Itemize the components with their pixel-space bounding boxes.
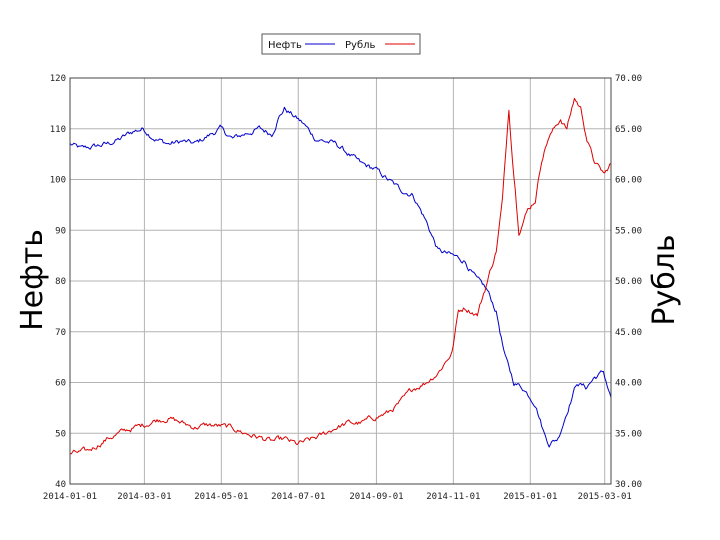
y-ticks-right: 30.00 35.00 40.00 45.00 50.00 55.00 60.00 65.00… xyxy=(615,74,642,490)
y-tick-left-label: 60 xyxy=(55,379,66,389)
x-tick-label: 2014-01-01 xyxy=(43,492,97,502)
y-axis-title-right: Рубль xyxy=(647,234,682,325)
y-tick-left-label: 120 xyxy=(50,74,66,84)
x-tick-label: 2015-03-01 xyxy=(578,492,632,502)
x-ticks: 2014-01-01 2014-03-01 2014-05-01 2014-07-01… xyxy=(43,492,632,502)
y-ticks-left: 40 50 60 70 80 90 100 110 120 xyxy=(50,74,66,490)
series-line-ruble xyxy=(69,97,612,455)
y-tick-left-label: 40 xyxy=(55,480,66,490)
y-tick-right-label: 55.00 xyxy=(615,226,642,236)
y-tick-right-label: 30.00 xyxy=(615,480,642,490)
y-tick-left-label: 80 xyxy=(55,277,66,287)
y-tick-left-label: 70 xyxy=(55,328,66,338)
y-tick-left-label: 90 xyxy=(55,226,66,236)
x-tick-label: 2014-03-01 xyxy=(117,492,171,502)
y-tick-left-label: 110 xyxy=(50,125,66,135)
y-axis-title-left: Нефть xyxy=(15,229,50,331)
x-tick-label: 2014-07-01 xyxy=(271,492,325,502)
x-tick-label: 2014-05-01 xyxy=(194,492,248,502)
y-tick-right-label: 60.00 xyxy=(615,176,642,186)
legend: Нефть Рубль xyxy=(261,33,421,55)
y-tick-right-label: 50.00 xyxy=(615,277,642,287)
series-layer xyxy=(69,97,612,455)
y-tick-right-label: 35.00 xyxy=(615,429,642,439)
x-tick-label: 2015-01-01 xyxy=(503,492,557,502)
plot-frame xyxy=(69,77,612,485)
legend-box xyxy=(261,33,421,55)
series-line-oil xyxy=(69,106,612,448)
y-tick-left-label: 100 xyxy=(50,176,66,186)
y-tick-right-label: 45.00 xyxy=(615,328,642,338)
legend-label-ruble: Рубль xyxy=(345,40,376,51)
x-tick-label: 2014-09-01 xyxy=(349,492,403,502)
x-tick-label: 2014-11-01 xyxy=(426,492,480,502)
y-tick-right-label: 70.00 xyxy=(615,74,642,84)
y-tick-right-label: 65.00 xyxy=(615,125,642,135)
y-tick-left-label: 50 xyxy=(55,429,66,439)
legend-label-oil: Нефть xyxy=(268,40,302,51)
y-tick-right-label: 40.00 xyxy=(615,379,642,389)
